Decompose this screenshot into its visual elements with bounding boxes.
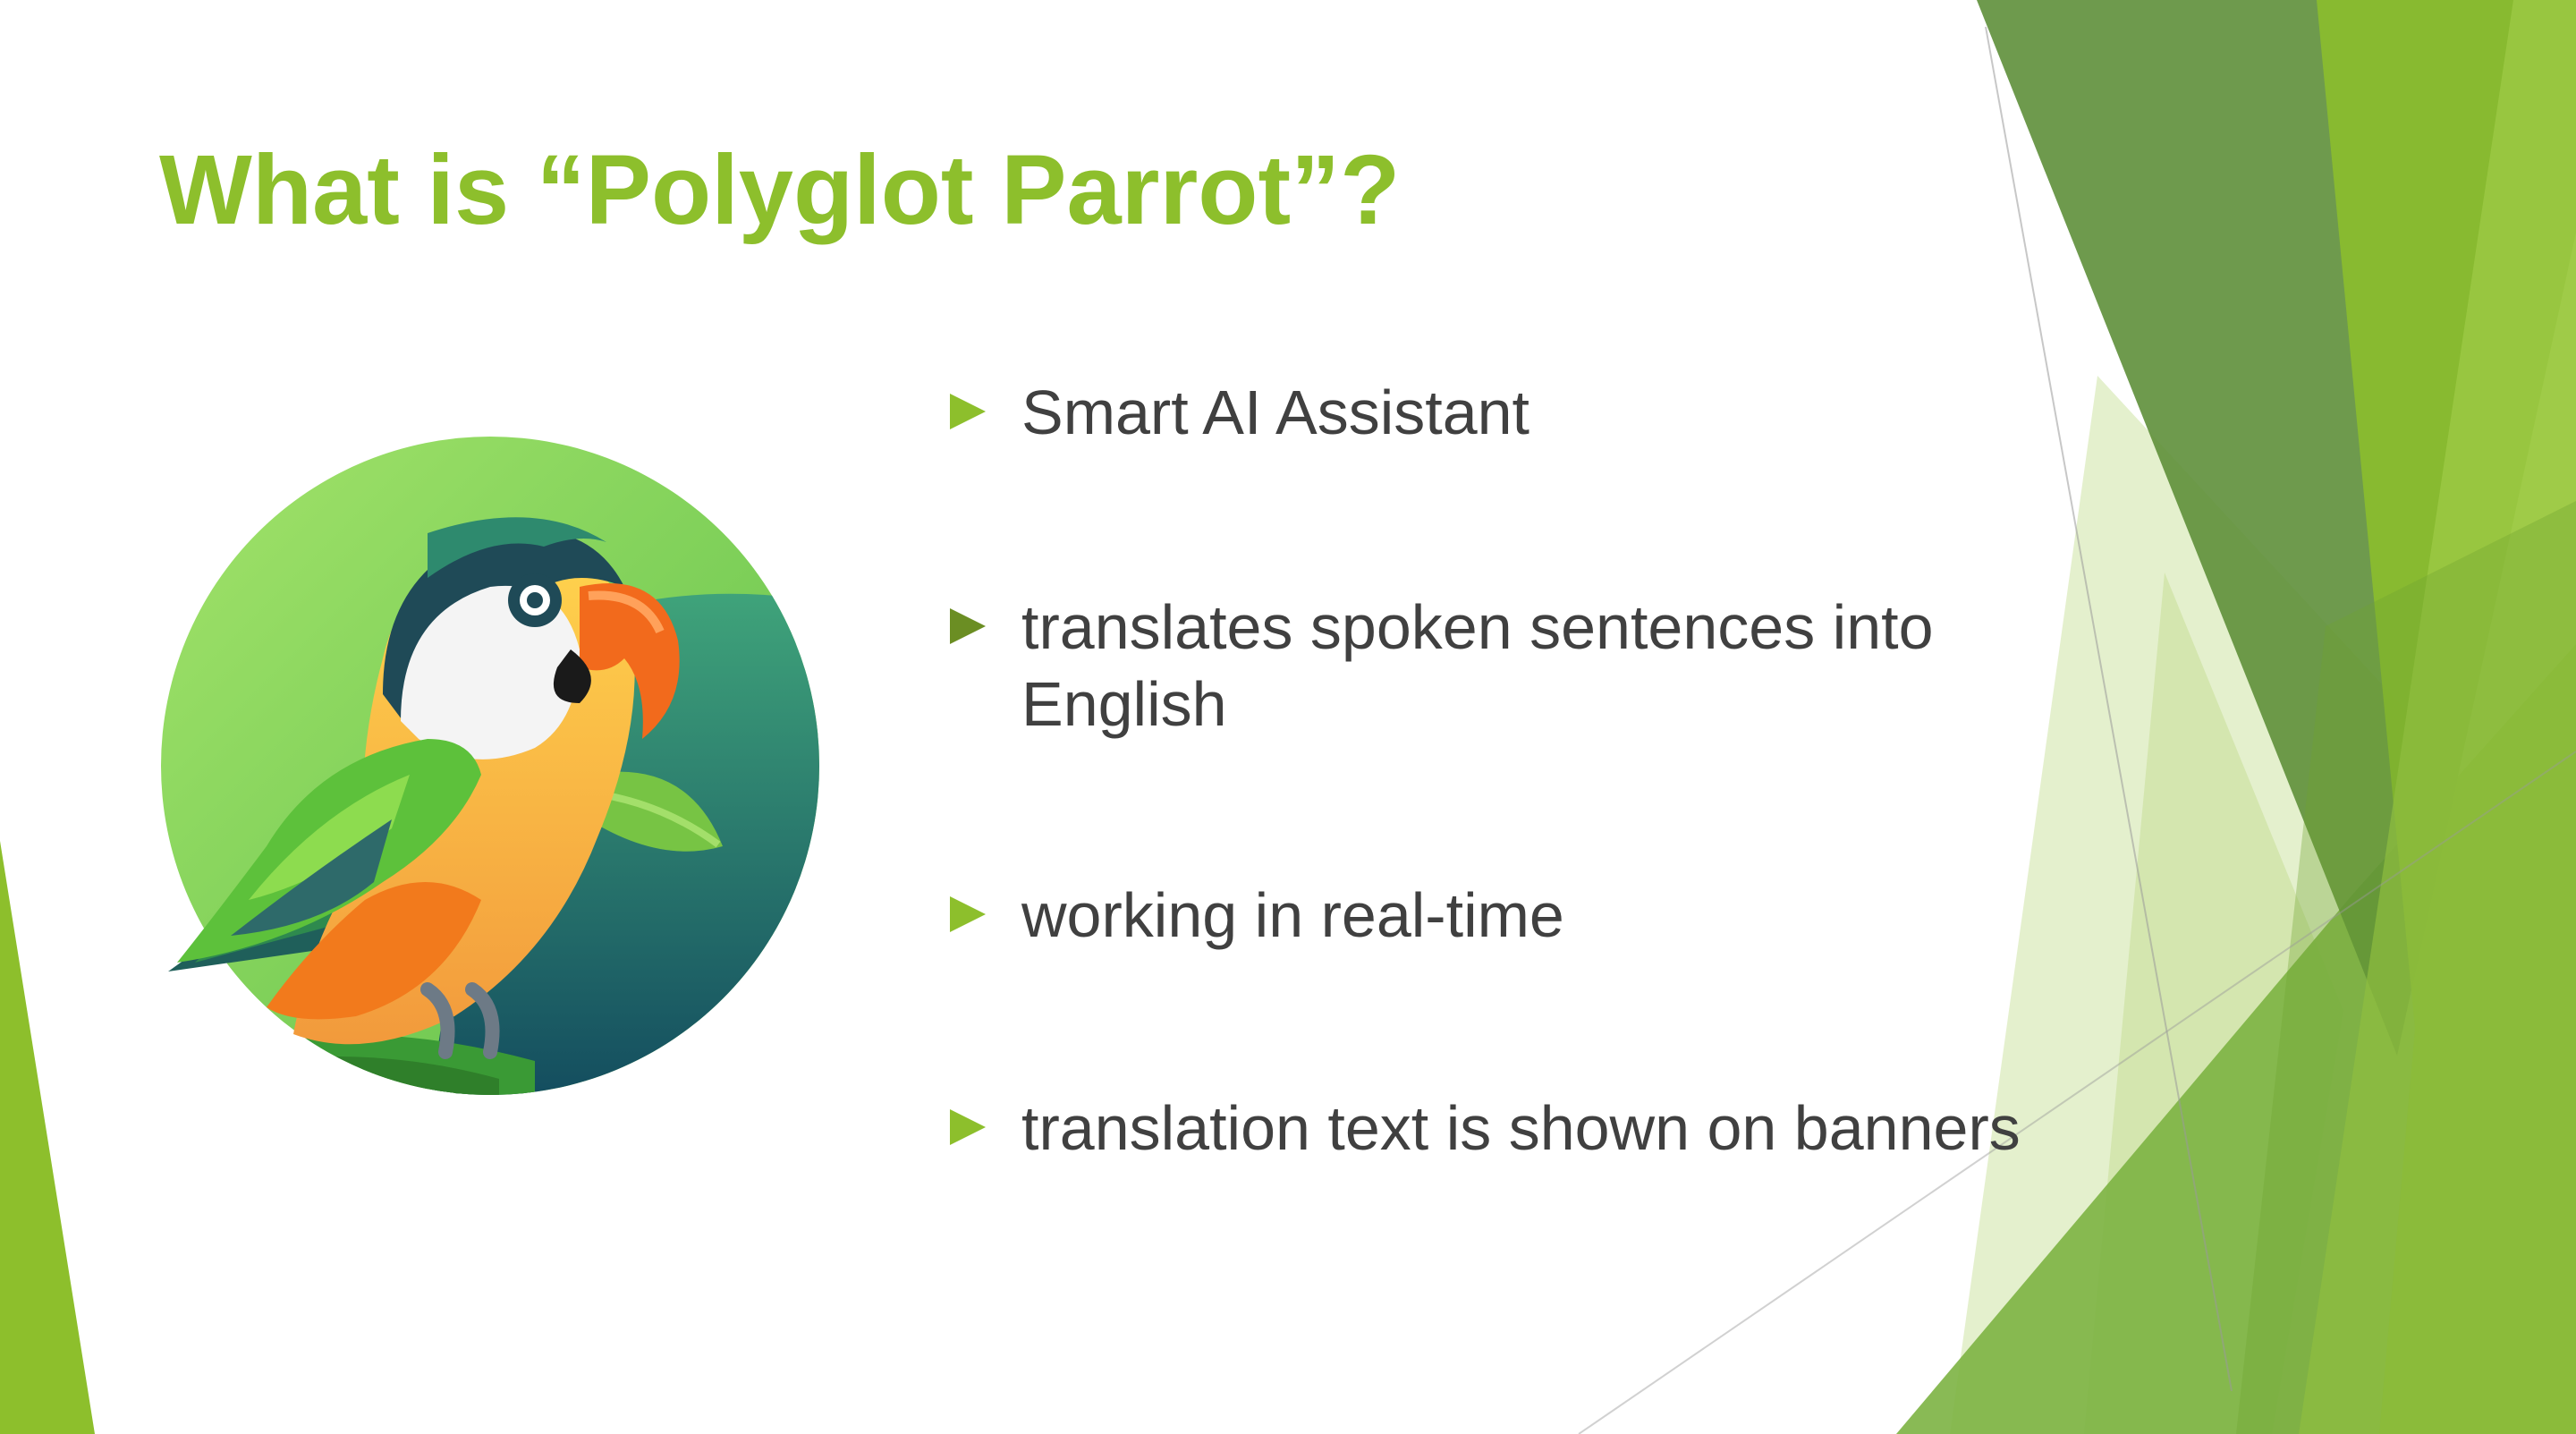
left-facet — [0, 841, 95, 1434]
bullet-text: translates spoken sentences into English — [1021, 592, 1934, 739]
triangle-bullet-icon — [948, 392, 987, 431]
bullet-item: Smart AI Assistant — [948, 374, 2095, 451]
triangle-bullet-icon — [948, 1107, 987, 1147]
parrot-logo — [161, 437, 819, 1095]
bullet-item: working in real-time — [948, 877, 2095, 954]
bullet-list: Smart AI Assistant translates spoken sen… — [948, 0, 2111, 1434]
triangle-bullet-icon — [948, 607, 987, 646]
right-facet-bright-2 — [2299, 0, 2576, 1434]
bullet-text: translation text is shown on banners — [1021, 1093, 2021, 1163]
bullet-text: working in real-time — [1021, 880, 1564, 950]
bullet-item: translation text is shown on banners — [948, 1090, 2095, 1167]
slide-title: What is “Polyglot Parrot”? — [159, 135, 1401, 245]
triangle-bullet-icon — [948, 895, 987, 934]
bullet-text: Smart AI Assistant — [1021, 378, 1530, 447]
bullet-item: translates spoken sentences into English — [948, 589, 2005, 742]
thin-line-1 — [1985, 26, 2233, 1392]
thin-line-2 — [1578, 751, 2576, 1434]
right-facet-shadow — [2236, 501, 2576, 1434]
